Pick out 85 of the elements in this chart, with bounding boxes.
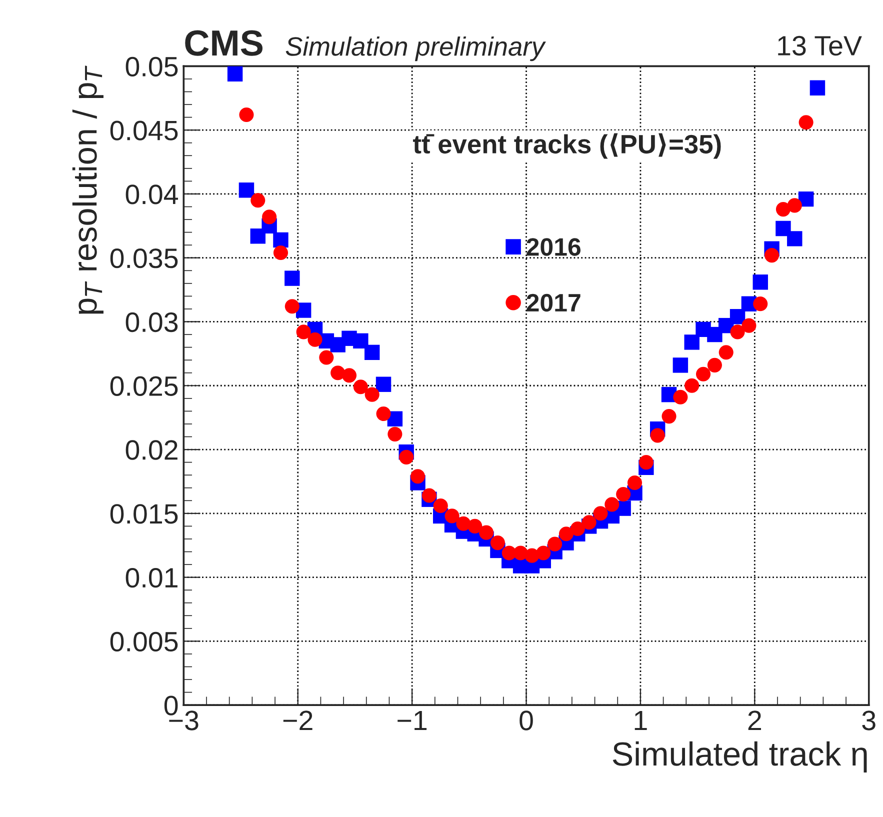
point: [730, 309, 746, 324]
point: [376, 406, 391, 422]
point: [296, 324, 311, 340]
y-tick-label: 0.01: [126, 568, 178, 588]
legend-label: 2016: [526, 238, 581, 256]
y-axis-title: p$_{T}$ resolution / p$_{T}$: [72, 66, 104, 314]
y-tick-label: 0.05: [126, 56, 178, 77]
point: [273, 245, 288, 260]
point: [627, 475, 642, 490]
point: [810, 80, 826, 96]
point: [696, 366, 711, 382]
point: [707, 326, 722, 342]
x-tick-label: 1: [634, 710, 647, 730]
point: [364, 387, 380, 402]
point: [684, 378, 700, 393]
x-tick-label: 3: [862, 710, 876, 730]
point: [364, 344, 380, 360]
point: [433, 498, 448, 514]
point: [742, 318, 756, 333]
point: [319, 350, 334, 365]
point: [787, 198, 802, 213]
annotation: tt̄ event tracks (⟨PU⟩=35): [413, 133, 721, 159]
y-tick-label: 0.025: [110, 376, 178, 396]
point: [284, 299, 300, 314]
y-tick-label: 0.035: [110, 248, 178, 268]
point: [752, 274, 768, 290]
point: [238, 182, 254, 198]
x-tick-label: 0: [520, 710, 533, 730]
point: [342, 368, 357, 383]
point: [250, 193, 266, 208]
point: [764, 248, 780, 263]
text: Simulation preliminary: [286, 36, 546, 62]
point: [616, 486, 631, 502]
point: [753, 296, 768, 312]
y-tick-label: 0.045: [110, 120, 178, 140]
y-tick-label: 0.015: [110, 504, 178, 524]
point: [776, 220, 791, 236]
point: [468, 518, 482, 534]
point: [479, 525, 494, 540]
point: [662, 409, 676, 424]
point: [787, 231, 802, 246]
x-tick-label: 2: [748, 710, 761, 730]
point: [308, 332, 322, 347]
point: [387, 411, 403, 426]
point: [399, 450, 414, 464]
point: [718, 345, 734, 360]
y-tick-label: 0.04: [126, 184, 178, 204]
point: [376, 376, 392, 392]
y-tick-label: 0.03: [126, 312, 178, 332]
point: [593, 506, 608, 521]
point: [582, 515, 596, 530]
point: [798, 115, 814, 130]
point: [548, 536, 562, 552]
point: [353, 380, 368, 394]
point: [604, 497, 620, 512]
x-tick-label: −1: [398, 710, 427, 730]
point: [422, 488, 436, 503]
point: [410, 469, 426, 484]
legend-label: 2017: [526, 294, 580, 312]
point: [730, 324, 745, 340]
point: [558, 526, 574, 542]
point: [227, 66, 243, 82]
point: [239, 107, 254, 122]
point: [570, 521, 585, 536]
point: [673, 390, 688, 404]
point: [284, 270, 300, 286]
y-tick-label: 0.02: [126, 440, 178, 460]
point: [650, 428, 665, 443]
point: [353, 333, 368, 349]
point: [638, 455, 654, 470]
point: [490, 536, 505, 550]
point: [536, 546, 551, 560]
text: CMS: [185, 30, 262, 56]
point: [707, 358, 722, 372]
y-tick-label: 0.005: [110, 632, 178, 652]
point: [776, 202, 791, 217]
point: [262, 210, 277, 224]
text: 13 TeV: [778, 36, 862, 56]
point: [444, 508, 460, 524]
point: [672, 358, 688, 373]
point: [684, 334, 700, 350]
x-tick-label: −2: [283, 710, 312, 730]
x-axis-title: Simulated track η: [612, 741, 867, 772]
point: [388, 426, 402, 442]
point: [273, 232, 288, 248]
